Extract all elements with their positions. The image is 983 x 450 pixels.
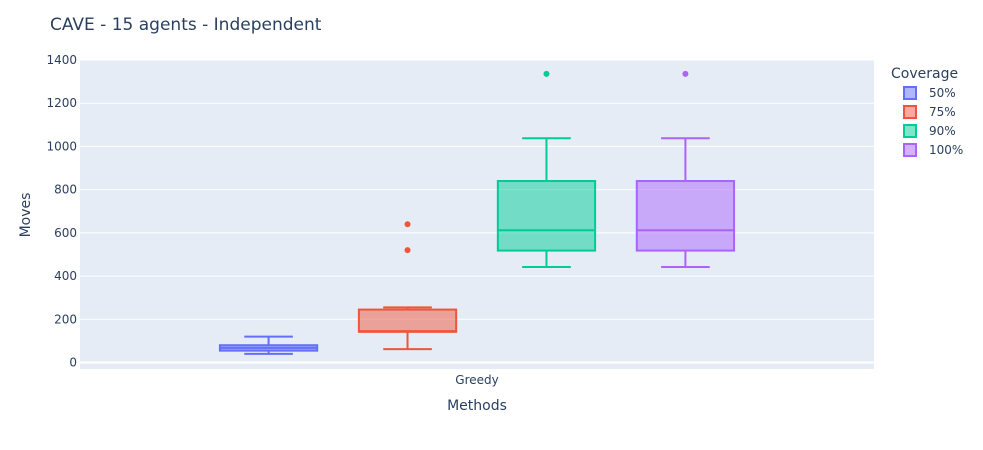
y-tick-label: 1000 bbox=[46, 139, 77, 153]
legend-label: 75% bbox=[929, 105, 956, 119]
outlier-point bbox=[404, 221, 411, 228]
box-90pct bbox=[496, 70, 597, 269]
box-series bbox=[218, 70, 736, 355]
y-tick-label: 600 bbox=[54, 226, 77, 240]
legend-label: 90% bbox=[929, 124, 956, 138]
box-100pct bbox=[635, 70, 736, 269]
box-50pct bbox=[218, 335, 319, 355]
outlier-point bbox=[682, 70, 689, 77]
iqr-box bbox=[496, 180, 597, 252]
iqr-box bbox=[357, 308, 458, 333]
legend-swatch bbox=[903, 86, 917, 100]
legend-label: 100% bbox=[929, 143, 963, 157]
y-tick-labels: 0 200 400 600 800 1000 1200 1400 bbox=[46, 53, 77, 370]
chart-title: CAVE - 15 agents - Independent bbox=[50, 15, 322, 35]
y-tick-label: 200 bbox=[54, 312, 77, 326]
x-axis-title: Methods bbox=[447, 398, 507, 414]
x-tick-labels: Greedy bbox=[455, 373, 498, 387]
y-tick-label: 400 bbox=[54, 269, 77, 283]
y-gridlines bbox=[80, 59, 874, 364]
legend-title: Coverage bbox=[891, 66, 958, 82]
y-tick-label: 1200 bbox=[46, 96, 77, 110]
y-tick-label: 1400 bbox=[46, 53, 77, 67]
legend-label: 50% bbox=[929, 86, 956, 100]
legend-item[interactable]: 75% bbox=[903, 105, 956, 119]
legend-item[interactable]: 100% bbox=[903, 143, 963, 157]
x-tick-label: Greedy bbox=[455, 373, 498, 387]
outlier-point bbox=[543, 70, 550, 77]
legend-swatch bbox=[903, 143, 917, 157]
y-tick-label: 800 bbox=[54, 183, 77, 197]
y-axis-title: Moves bbox=[18, 193, 34, 238]
legend-item[interactable]: 90% bbox=[903, 124, 956, 138]
legend-swatch bbox=[903, 105, 917, 119]
iqr-box bbox=[635, 180, 736, 252]
plot-area bbox=[80, 60, 874, 369]
legend: Coverage 50% 75% 90% 100% bbox=[891, 66, 963, 157]
y-tick-label: 0 bbox=[69, 356, 77, 370]
box-75pct bbox=[357, 221, 458, 351]
legend-item[interactable]: 50% bbox=[903, 86, 956, 100]
outlier-point bbox=[404, 247, 411, 254]
legend-swatch bbox=[903, 124, 917, 138]
